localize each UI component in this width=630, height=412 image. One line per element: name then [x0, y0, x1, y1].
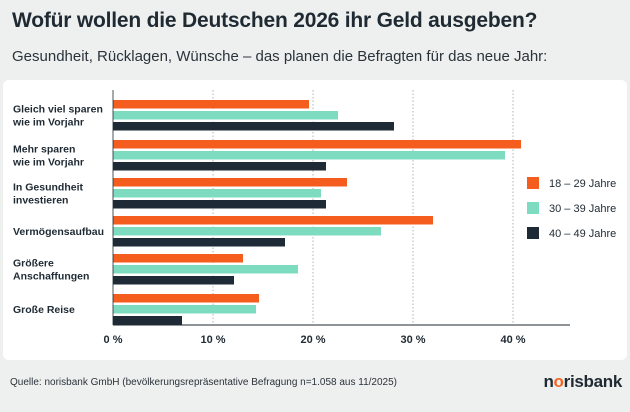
chart-subtitle: Gesundheit, Rücklagen, Wünsche – das pla… — [12, 48, 548, 65]
bar — [113, 316, 182, 325]
category-label: Gleich viel sparen wie im Vorjahr — [12, 103, 103, 128]
bar — [113, 254, 243, 263]
x-tick-label: 30 % — [400, 334, 425, 346]
legend-label: 40 – 49 Jahre — [549, 228, 616, 240]
bar — [113, 238, 285, 247]
x-tick-label: 10 % — [200, 334, 225, 346]
bar — [113, 111, 338, 120]
bar-chart: 0 % 10 % 20 % 30 % 40 % Gleich viel sparen wi… — [12, 90, 616, 346]
category-label-line: Vermögensaufbau — [13, 226, 104, 238]
bar — [113, 140, 521, 149]
bar — [113, 294, 259, 303]
legend: 18 – 29 Jahre 30 – 39 Jahre 40 – 49 Jahre — [527, 177, 616, 240]
bar — [113, 265, 298, 274]
chart-card: 0 % 10 % 20 % 30 % 40 % Gleich viel sparen wi… — [3, 80, 627, 360]
bar — [113, 305, 256, 314]
category-label-line: In Gesundheit — [13, 181, 84, 193]
category-label: Vermögensaufbau — [13, 226, 104, 238]
chart-title: Wofür wollen die Deutschen 2026 ihr Geld… — [12, 9, 538, 32]
bar — [113, 151, 505, 160]
category-label-line: wie im Vorjahr — [12, 116, 84, 128]
category-label: Größere Anschaffungen — [13, 257, 89, 282]
category-label-line: Anschaffungen — [13, 270, 89, 282]
bar — [113, 100, 309, 109]
category-label-line: Gleich viel sparen — [13, 103, 103, 115]
legend-label: 18 – 29 Jahre — [549, 178, 616, 190]
x-axis: 0 % 10 % 20 % 30 % 40 % — [104, 90, 570, 346]
source-note: Quelle: norisbank GmbH (bevölkerungsrepr… — [10, 377, 397, 388]
bars — [113, 100, 521, 325]
bar — [113, 162, 326, 171]
category-label-line: Mehr sparen — [13, 143, 75, 155]
bar — [113, 178, 347, 187]
category-label: Große Reise — [13, 304, 75, 316]
norisbank-logo: norisbank — [543, 372, 622, 391]
bar — [113, 122, 394, 131]
legend-swatch — [527, 177, 539, 189]
bar — [113, 200, 326, 209]
x-tick-label: 0 % — [104, 334, 123, 346]
x-tick-label: 20 % — [300, 334, 325, 346]
category-label-line: Große Reise — [13, 304, 75, 316]
category-label: In Gesundheit investieren — [13, 181, 84, 206]
category-label: Mehr sparen wie im Vorjahr — [12, 143, 84, 168]
category-label-line: wie im Vorjahr — [12, 156, 84, 168]
category-label-line: Größere — [13, 257, 54, 269]
category-label-line: investieren — [13, 194, 68, 206]
bar — [113, 227, 381, 236]
legend-label: 30 – 39 Jahre — [549, 203, 616, 215]
bar — [113, 276, 234, 285]
legend-swatch — [527, 202, 539, 214]
x-tick-label: 40 % — [500, 334, 525, 346]
bar — [113, 189, 321, 198]
legend-swatch — [527, 227, 539, 239]
bar — [113, 216, 433, 225]
